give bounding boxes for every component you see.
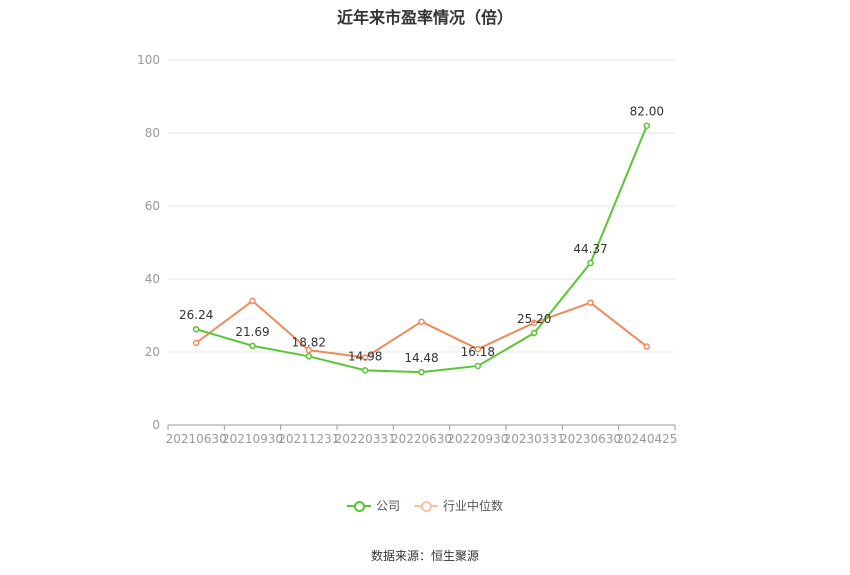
point-1-20220331 — [361, 354, 369, 361]
chart-title: 近年来市盈率情况（倍） — [336, 8, 513, 27]
x-tick-label-20210930: 20210930 — [222, 432, 283, 446]
point-0-20220630 — [418, 368, 425, 376]
legend: 公司 行业中位数 — [0, 497, 850, 514]
point-1-20210930 — [249, 297, 256, 305]
point-0-20210630 — [192, 325, 200, 333]
series-lines — [192, 122, 651, 376]
y-tick-label-100: 100 — [137, 53, 160, 67]
y-tick-label-20: 20 — [145, 345, 160, 359]
legend-swatch-company — [346, 499, 371, 513]
legend-label-industry-median: 行业中位数 — [443, 499, 504, 513]
data-labels: 26.24 21.69 18.82 14.98 14.48 16.18 25.20 44.37… — [179, 105, 664, 365]
legend-swatch-industry-median — [414, 499, 438, 513]
x-tick-label-20211231: 20211231 — [278, 432, 339, 446]
x-tick-label-20220930: 20220930 — [447, 432, 508, 446]
legend-item-company[interactable]: 公司 — [346, 497, 400, 514]
legend-label-company: 公司 — [375, 499, 400, 513]
y-tick-label-40: 40 — [145, 272, 160, 286]
data-label-20230630: 44.37 — [573, 242, 607, 256]
data-label-20230331: 25.20 — [517, 312, 551, 326]
point-0-20220331 — [361, 367, 369, 374]
x-tick-label-20220331: 20220331 — [335, 432, 396, 446]
point-1-20230630 — [587, 299, 594, 306]
data-label-20220630: 14.48 — [404, 351, 438, 365]
point-0-20211231 — [305, 353, 313, 360]
x-tick-label-20230630: 20230630 — [560, 432, 621, 446]
point-0-20230630 — [587, 259, 594, 267]
x-tick-label-20220630: 20220630 — [391, 432, 452, 446]
point-1-20210630 — [192, 339, 200, 347]
point-1-20211231 — [305, 346, 313, 354]
data-label-20220331: 14.98 — [348, 349, 382, 363]
y-tick-label-80: 80 — [145, 126, 160, 140]
point-1-20230331 — [530, 319, 538, 327]
point-1-20220630 — [418, 318, 425, 325]
point-0-20220930 — [474, 362, 482, 370]
data-label-20211231: 18.82 — [292, 335, 326, 349]
data-label-20240425: 82.00 — [630, 105, 664, 119]
x-tick-label-20210630: 20210630 — [166, 432, 227, 446]
y-tick-label-0: 0 — [152, 418, 160, 432]
legend-item-industry-median[interactable]: 行业中位数 — [414, 497, 503, 514]
point-0-20210930 — [249, 342, 256, 350]
axes: 0204060801002021063020210930202112312022… — [137, 53, 677, 446]
point-1-20240425 — [643, 343, 651, 350]
x-tick-label-20240425: 20240425 — [616, 432, 677, 446]
grid-lines — [168, 59, 675, 353]
data-label-20210930: 21.69 — [235, 325, 269, 339]
x-tick-label-20230331: 20230331 — [504, 432, 565, 446]
source-note: 数据来源：恒生聚源 — [370, 549, 479, 563]
data-label-20220930: 16.18 — [461, 345, 495, 359]
point-0-20240425 — [643, 122, 651, 129]
point-1-20220930 — [474, 345, 482, 353]
y-tick-label-60: 60 — [145, 199, 160, 213]
point-0-20230331 — [530, 329, 538, 337]
data-label-20210630: 26.24 — [179, 308, 213, 322]
